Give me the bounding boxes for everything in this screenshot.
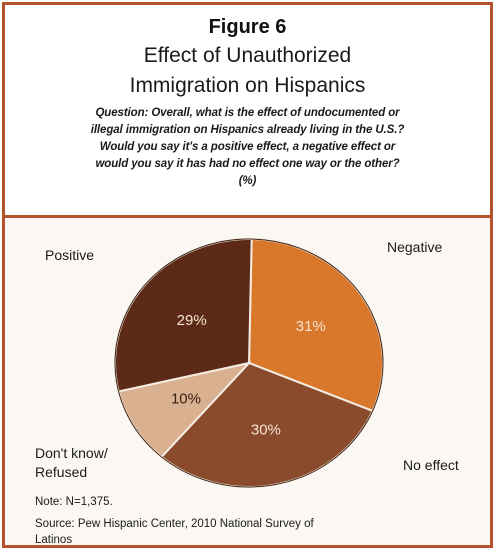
pie-chart: 31% 30% 10% 29%: [114, 238, 384, 488]
source-text-line1: Source: Pew Hispanic Center, 2010 Nation…: [35, 518, 314, 530]
label-dont-know-line1: Don't know/: [35, 445, 108, 461]
slice-negative-value-label: 31%: [296, 318, 326, 335]
question-line1: Question: Overall, what is the effect of…: [95, 107, 400, 119]
source-text-line2: Latinos: [35, 534, 73, 546]
chart-title-line2: Immigration on Hispanics: [129, 74, 366, 97]
note-text: Note: N=1,375.: [35, 496, 113, 508]
figure-frame: Figure 6 Effect of Unauthorized Immigrat…: [2, 2, 493, 548]
label-negative: Negative: [387, 239, 443, 255]
pie-outline: [114, 238, 384, 488]
question-line4: would you say it has had no effect one w…: [95, 158, 400, 170]
question-line2: illegal immigration on Hispanics already…: [90, 124, 405, 136]
chart-title-line1: Effect of Unauthorized: [143, 44, 352, 67]
figure-label: Figure 6: [208, 16, 287, 38]
figure-header: Figure 6 Effect of Unauthorized Immigrat…: [5, 5, 490, 215]
label-positive: Positive: [45, 247, 95, 263]
slice-no-effect-value-label: 30%: [251, 421, 281, 438]
chart-area: 31% 30% 10% 29% Positive Negative No effect…: [5, 218, 490, 546]
slice-dont-know-value-label: 10%: [171, 390, 201, 407]
survey-question: Question: Overall, what is the effect of…: [11, 105, 484, 190]
slice-positive-value-label: 29%: [177, 312, 207, 329]
label-dont-know: Don't know/ Refused: [35, 444, 108, 482]
label-dont-know-line2: Refused: [35, 464, 88, 480]
question-unit: (%): [238, 175, 257, 187]
question-line3: Would you say it's a positive effect, a …: [99, 141, 396, 153]
header-divider: [5, 215, 490, 218]
label-no-effect: No effect: [403, 457, 459, 473]
